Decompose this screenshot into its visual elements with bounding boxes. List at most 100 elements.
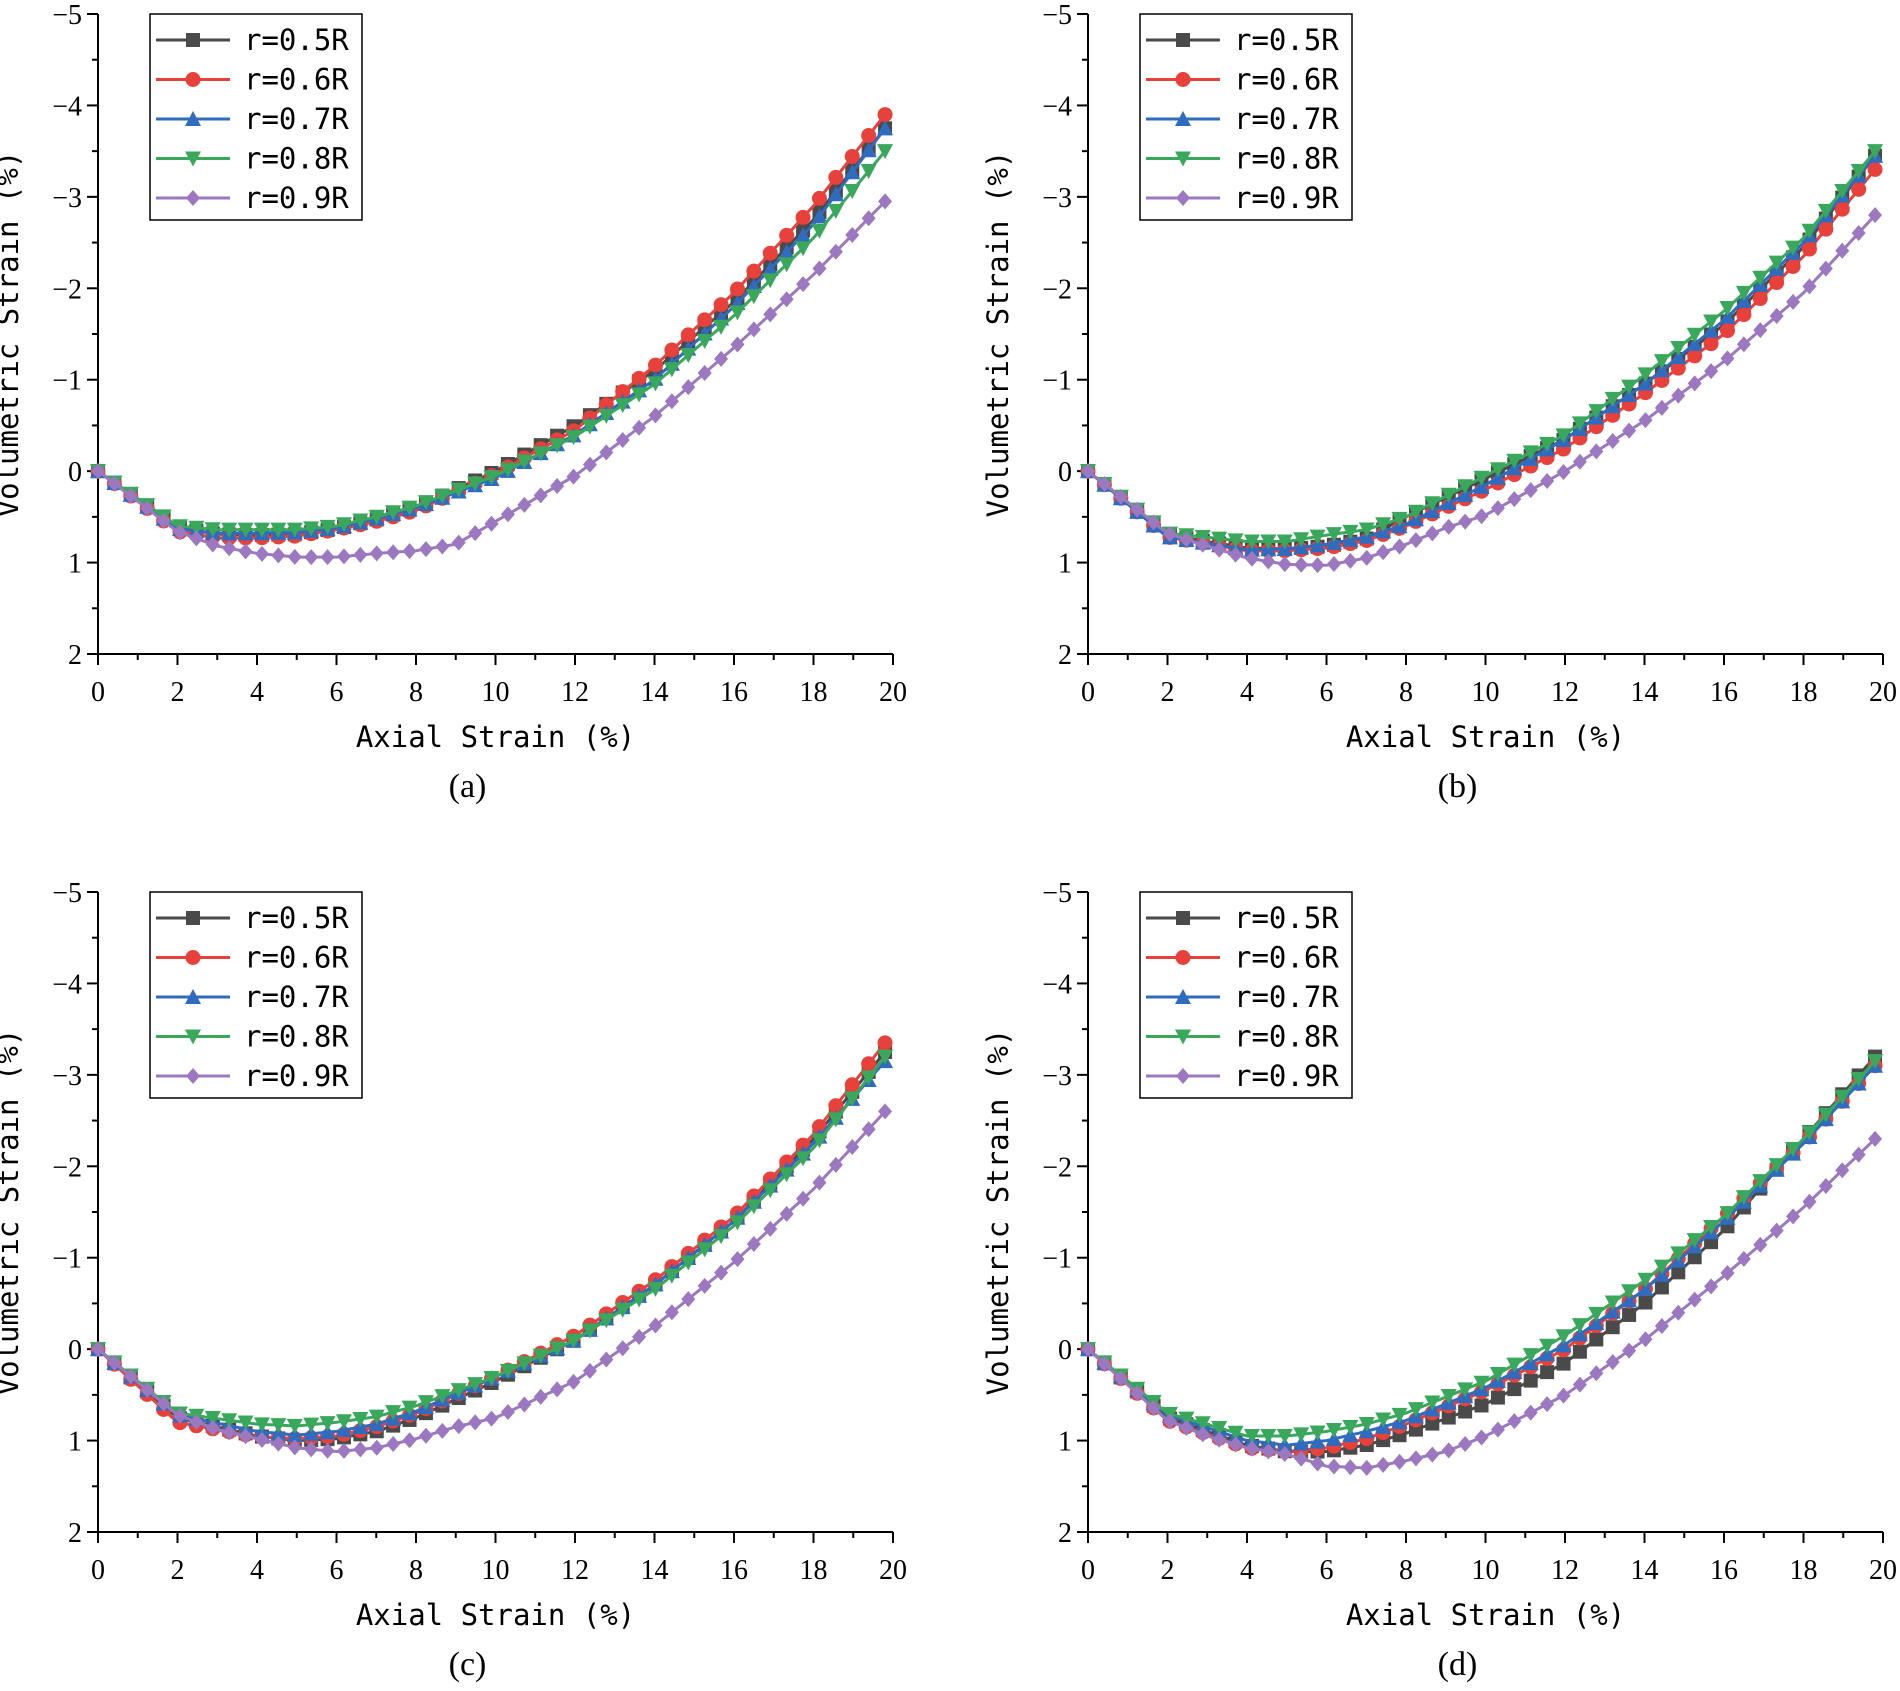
data-point [1867, 161, 1883, 177]
data-point [844, 148, 860, 164]
data-point [533, 1388, 548, 1405]
legend: r=0.5R r=0.6R r=0.7R r=0.8R r=0.9R [149, 891, 363, 1099]
data-point [549, 438, 566, 454]
data-point [500, 1404, 515, 1420]
data-point [615, 432, 630, 449]
x-tick-label: 16 [720, 1555, 748, 1586]
data-point [861, 210, 876, 227]
data-point [1720, 350, 1735, 367]
x-tick-label: 12 [561, 677, 589, 708]
data-point [107, 1354, 122, 1371]
data-point [1474, 1398, 1489, 1413]
legend-box [149, 13, 363, 221]
data-point [335, 1422, 352, 1438]
legend-label: r=0.6R [1234, 941, 1339, 975]
data-point [369, 1439, 384, 1456]
data-point [1326, 555, 1341, 572]
data-point [1834, 201, 1850, 217]
x-tick-label: 16 [720, 677, 748, 708]
data-point [435, 1422, 450, 1439]
data-point [287, 1439, 302, 1456]
data-point [1162, 526, 1177, 543]
data-point [1735, 1190, 1752, 1206]
data-point [1818, 260, 1833, 277]
data-point [1622, 422, 1637, 439]
data-point [205, 536, 220, 553]
data-point [1309, 529, 1326, 545]
legend-swatch-marker [185, 111, 201, 126]
y-tick-label: −1 [1042, 1244, 1072, 1275]
data-point [434, 488, 451, 504]
data-point [1244, 550, 1259, 567]
data-point [1671, 1265, 1686, 1280]
data-point [598, 408, 615, 424]
data-point [1081, 463, 1095, 480]
x-tick-label: 20 [879, 677, 907, 708]
data-point [811, 208, 828, 224]
x-axis-title: Axial Strain (%) [1346, 1598, 1625, 1632]
data-point [1604, 1303, 1621, 1319]
data-point [123, 1368, 138, 1385]
data-point [483, 1371, 500, 1387]
x-tick-label: 2 [171, 1555, 185, 1586]
legend-label: r=0.5R [244, 23, 349, 57]
data-point [484, 1410, 499, 1427]
data-point [1195, 1426, 1210, 1443]
data-point [1342, 524, 1359, 540]
series-line [97, 1110, 887, 1454]
data-point [647, 357, 663, 373]
data-point [1588, 1306, 1605, 1322]
data-point [1293, 1435, 1310, 1451]
data-point [729, 1215, 746, 1231]
data-point [418, 541, 433, 558]
data-point [581, 1323, 598, 1339]
x-tick-label: 2 [1161, 677, 1175, 708]
data-point [1703, 336, 1719, 352]
series-r=0.9R [91, 1103, 893, 1459]
y-tick-label: −1 [52, 1244, 82, 1275]
data-point [270, 1418, 287, 1434]
data-point [663, 362, 680, 378]
legend-swatch-marker [186, 911, 200, 925]
data-point [1261, 553, 1276, 570]
data-point [484, 515, 499, 532]
data-point [1458, 513, 1473, 530]
data-point [1457, 486, 1474, 502]
legend-swatch-marker [1175, 72, 1191, 87]
x-axis-title: Axial Strain (%) [356, 1598, 635, 1632]
data-point [647, 376, 664, 392]
data-point [550, 478, 565, 494]
data-point [1358, 1416, 1375, 1432]
data-point [828, 1098, 844, 1114]
data-point [1260, 1429, 1277, 1444]
x-tick-label: 4 [250, 1555, 264, 1586]
data-point [1686, 335, 1703, 351]
data-point [828, 243, 843, 260]
data-point [1817, 1107, 1834, 1123]
data-point [1474, 508, 1489, 525]
data-point [1850, 1071, 1867, 1087]
x-tick-label: 12 [1551, 1555, 1579, 1586]
data-point [745, 289, 762, 305]
data-point [1555, 428, 1572, 444]
data-point [1785, 1142, 1802, 1158]
data-point [1834, 1089, 1851, 1105]
data-point [221, 1413, 238, 1429]
data-point [1457, 1382, 1474, 1398]
data-point [697, 1277, 712, 1294]
legend-label: r=0.9R [1234, 1059, 1339, 1093]
data-point [352, 1411, 369, 1427]
data-point [286, 1426, 303, 1442]
y-tick-label: −3 [52, 183, 82, 214]
data-point [1867, 144, 1884, 160]
data-point [582, 1362, 597, 1379]
data-point [1653, 354, 1670, 370]
legend-label: r=0.6R [244, 941, 349, 975]
data-point [763, 1220, 778, 1237]
data-point [172, 524, 187, 541]
data-point [1130, 501, 1145, 518]
data-point [1752, 270, 1769, 286]
data-point [254, 1431, 269, 1448]
data-point [581, 419, 598, 435]
data-point [1851, 1146, 1866, 1163]
